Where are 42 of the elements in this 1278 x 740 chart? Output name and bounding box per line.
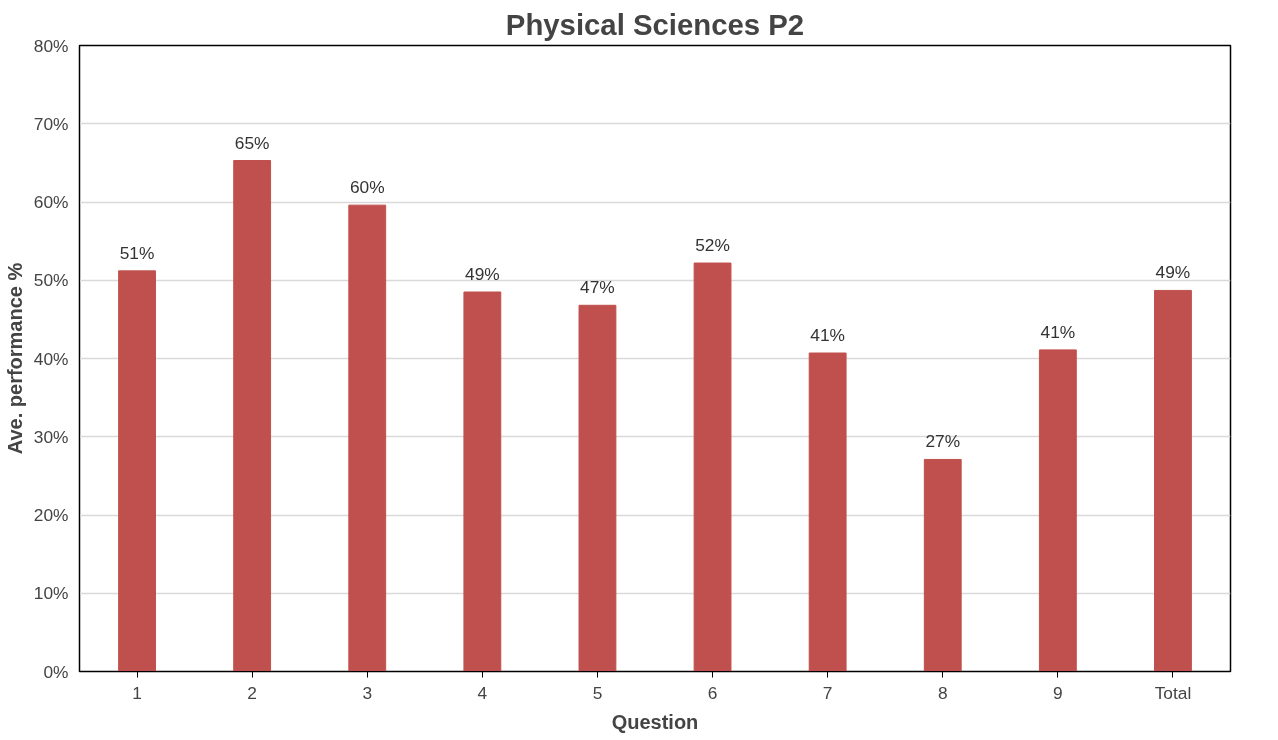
data-label: 60% — [349, 177, 385, 198]
y-tick-label: 10% — [33, 583, 69, 604]
x-tick-label: 5 — [592, 682, 603, 703]
x-tick-label: Total — [1154, 682, 1192, 703]
data-label: 49% — [465, 263, 500, 284]
bar — [808, 352, 847, 672]
chart-title: Physical Sciences P2 — [505, 7, 805, 41]
x-tick-label: 2 — [247, 682, 257, 703]
y-tick-label: 60% — [33, 192, 69, 212]
x-tick-label: 1 — [132, 682, 142, 703]
bar — [463, 291, 502, 672]
x-tick-label: 3 — [362, 682, 373, 703]
x-tick-label: 4 — [477, 682, 488, 703]
bar — [1038, 349, 1077, 672]
bar — [348, 204, 387, 672]
x-tick-label: 9 — [1053, 682, 1063, 703]
x-tick-label: 7 — [822, 682, 833, 703]
bar — [1154, 289, 1192, 672]
y-tick-label: 80% — [33, 35, 69, 56]
data-label: 65% — [234, 132, 270, 153]
y-tick-label: 20% — [33, 505, 69, 525]
data-label: 47% — [580, 277, 615, 298]
bar — [578, 304, 617, 672]
data-label: 52% — [695, 235, 730, 256]
data-label: 27% — [925, 431, 961, 452]
y-tick-label: 40% — [33, 348, 69, 369]
y-tick-label: 70% — [33, 113, 69, 134]
data-label: 49% — [1155, 262, 1191, 283]
bar — [118, 270, 156, 672]
data-label: 41% — [1040, 321, 1076, 342]
y-tick-label: 50% — [33, 270, 69, 291]
y-axis-title: Ave. performance % — [3, 262, 26, 455]
data-label: 41% — [810, 325, 845, 346]
x-tick-label: 8 — [937, 682, 948, 703]
bar — [923, 458, 962, 672]
x-axis-title: Question — [611, 710, 699, 733]
y-tick-label: 30% — [33, 426, 69, 447]
y-tick-label: 0% — [43, 661, 69, 682]
bar — [693, 262, 732, 672]
data-label: 51% — [119, 242, 155, 263]
bar — [233, 160, 272, 672]
x-tick-label: 6 — [707, 682, 718, 703]
